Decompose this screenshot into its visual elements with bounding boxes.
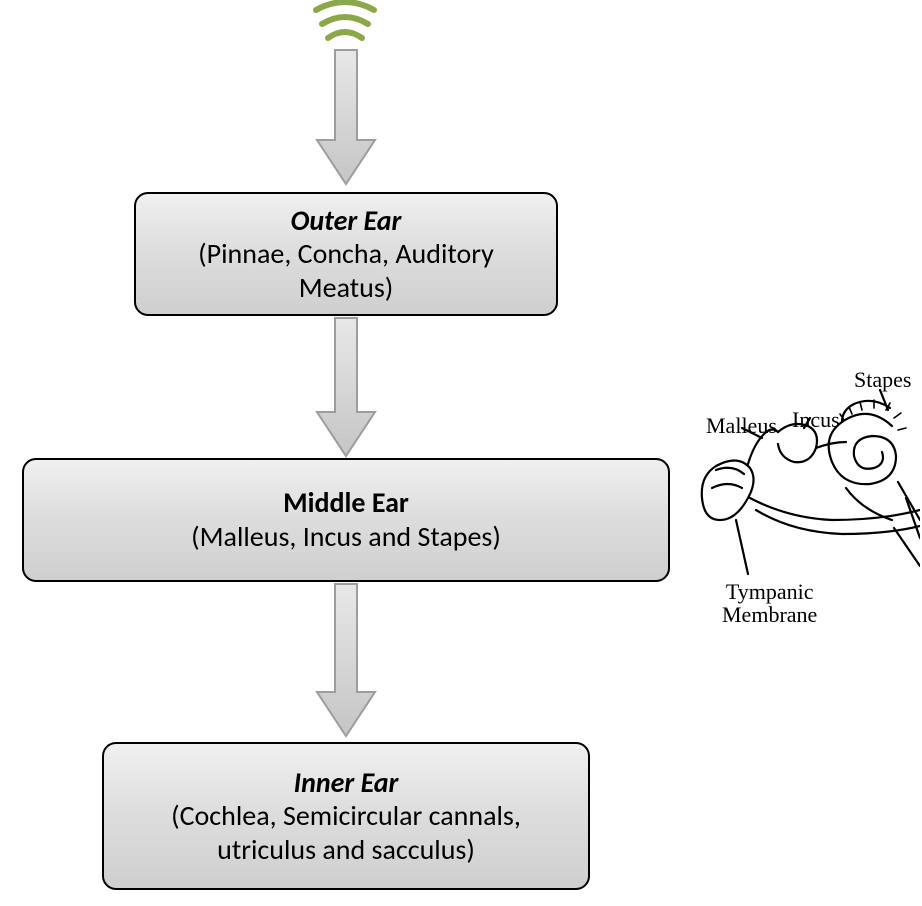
node-inner-ear: Inner Ear (Cochlea, Semicircular cannals… [102, 742, 590, 890]
arrow-waves-to-outer [315, 48, 377, 188]
label-incus: Incus [792, 408, 840, 431]
node-inner-ear-title: Inner Ear [294, 766, 399, 800]
arrow-outer-to-middle [315, 316, 377, 460]
label-stapes: Stapes [854, 368, 911, 391]
node-middle-ear-subtitle: (Malleus, Incus and Stapes) [191, 520, 501, 554]
node-middle-ear: Middle Ear (Malleus, Incus and Stapes) [22, 458, 670, 582]
node-inner-ear-subtitle: (Cochlea, Semicircular cannals, utriculu… [122, 799, 570, 866]
node-outer-ear-subtitle: (Pinnae, Concha, Auditory Meatus) [154, 237, 538, 304]
label-malleus: Malleus [706, 414, 777, 437]
label-tympanic-membrane: Tympanic Membrane [722, 580, 817, 626]
node-middle-ear-title: Middle Ear [283, 486, 409, 520]
node-outer-ear-title: Outer Ear [291, 204, 402, 238]
sound-waves-icon [310, 0, 380, 51]
arrow-middle-to-inner [315, 582, 377, 740]
node-outer-ear: Outer Ear (Pinnae, Concha, Auditory Meat… [134, 192, 558, 316]
